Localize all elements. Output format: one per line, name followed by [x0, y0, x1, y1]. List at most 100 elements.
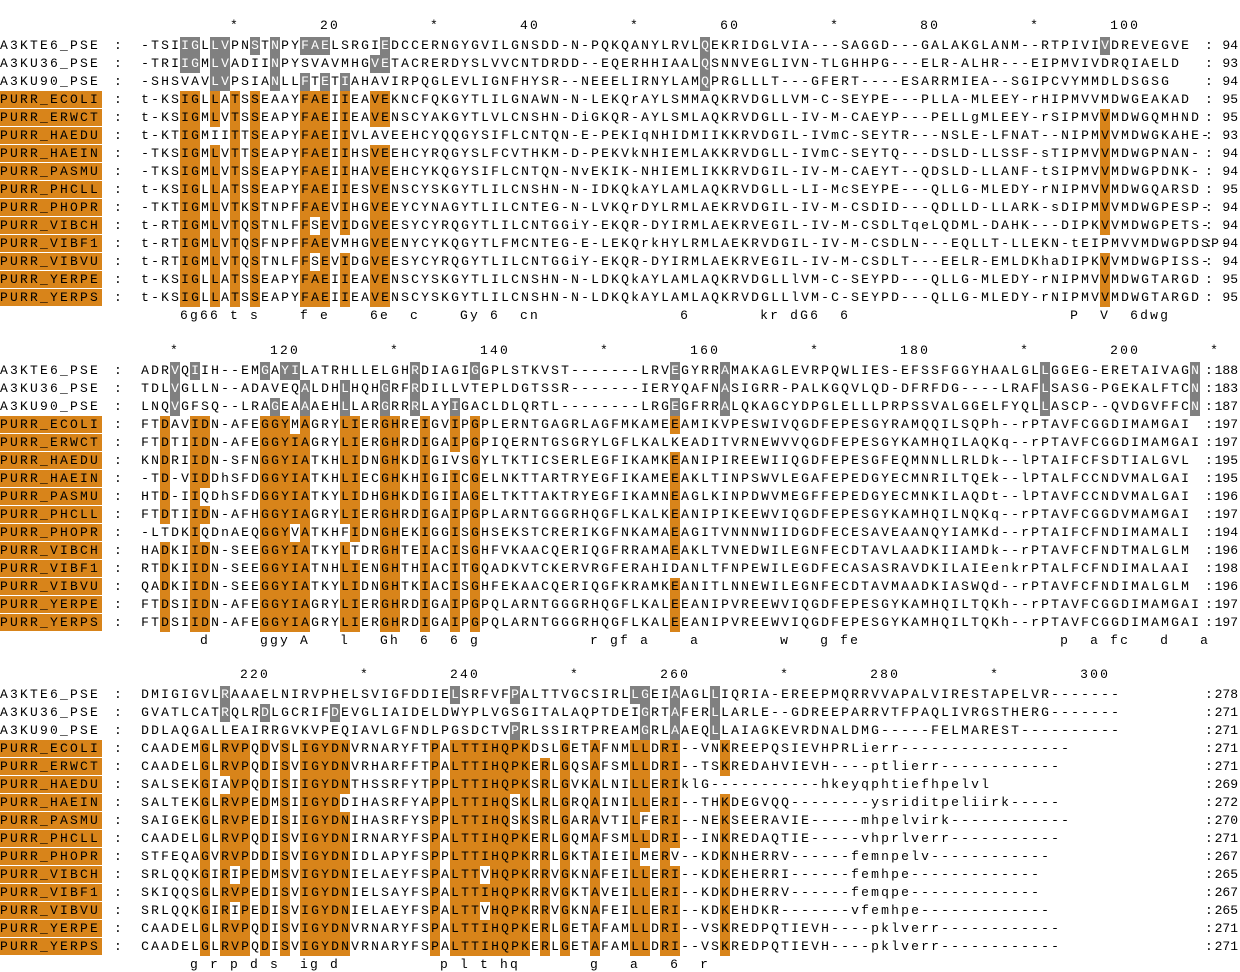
residue: N: [811, 543, 819, 558]
residue: D: [551, 38, 559, 53]
residue: N: [271, 200, 279, 215]
residue: L: [340, 596, 350, 614]
residue: M: [581, 831, 589, 846]
residue: A: [151, 741, 159, 756]
residue: E: [891, 182, 899, 197]
residue: A: [300, 560, 310, 578]
residue: A: [901, 579, 909, 594]
residue: E: [181, 921, 189, 936]
residue: A: [1141, 363, 1149, 378]
residue: Q: [551, 579, 559, 594]
residue: M: [1161, 435, 1169, 450]
residue: I: [450, 560, 460, 578]
residue: N: [251, 453, 259, 468]
residue: Q: [941, 597, 949, 612]
residue: S: [250, 181, 260, 199]
residue: -: [961, 849, 969, 864]
residue: S: [921, 399, 929, 414]
residue: D: [751, 921, 759, 936]
residue: G: [190, 37, 200, 55]
residue: A: [641, 92, 649, 107]
residue: E: [831, 74, 839, 89]
residue: R: [571, 453, 579, 468]
residue: L: [781, 272, 789, 287]
residue: E: [721, 218, 729, 233]
residue: H: [351, 164, 359, 179]
residue: F: [300, 109, 310, 127]
residue: C: [1051, 74, 1059, 89]
residue: T: [481, 236, 489, 251]
residue: I: [351, 723, 359, 738]
residue: -: [591, 254, 599, 269]
residue: K: [191, 867, 199, 882]
residue: E: [380, 235, 390, 253]
residue: T: [331, 74, 339, 89]
residue: V: [371, 687, 379, 702]
residue: P: [281, 146, 289, 161]
residue: T: [460, 848, 470, 866]
residue: D: [171, 921, 179, 936]
residue: -: [571, 128, 579, 143]
residue: N: [431, 200, 439, 215]
residue: G: [451, 92, 459, 107]
residue: N: [371, 939, 379, 954]
residue: A: [911, 525, 919, 540]
residue: S: [941, 164, 949, 179]
residue: A: [681, 56, 689, 71]
residue: R: [660, 776, 670, 794]
residue: S: [991, 705, 999, 720]
residue: L: [211, 813, 219, 828]
residue: G: [361, 200, 369, 215]
residue: G: [761, 92, 769, 107]
residue: L: [661, 110, 669, 125]
residue: -: [841, 867, 849, 882]
residue: p: [891, 849, 899, 864]
residue: r: [631, 92, 639, 107]
residue: T: [151, 561, 159, 576]
residue: Q: [441, 146, 449, 161]
residue: -: [561, 272, 569, 287]
residue: I: [331, 110, 339, 125]
residue: R: [621, 110, 629, 125]
residue: -: [1031, 759, 1039, 774]
residue: E: [320, 181, 330, 199]
residue: T: [1001, 705, 1009, 720]
residue: R: [731, 164, 739, 179]
residue: D: [451, 56, 459, 71]
residue: I: [1071, 200, 1079, 215]
position-number: 267: [1214, 885, 1238, 900]
residue: R: [371, 507, 379, 522]
residue: Y: [1021, 182, 1029, 197]
residue: V: [771, 507, 779, 522]
residue: D: [411, 687, 419, 702]
residue: I: [801, 200, 809, 215]
residue: R: [410, 398, 420, 416]
residue: G: [801, 417, 809, 432]
residue: I: [271, 813, 279, 828]
residue: G: [1151, 200, 1159, 215]
residue: K: [520, 902, 530, 920]
residue: I: [771, 453, 779, 468]
residue: Q: [611, 56, 619, 71]
residue: T: [581, 885, 589, 900]
residue: -: [811, 885, 819, 900]
residue: G: [1091, 507, 1099, 522]
residue: L: [630, 686, 640, 704]
residue: -: [1031, 272, 1039, 287]
residue: E: [391, 146, 399, 161]
residue: E: [380, 163, 390, 181]
residue: -: [141, 74, 149, 89]
residue: H: [390, 578, 400, 596]
residue: t: [141, 92, 149, 107]
sequence-name: PURR_VIBF1: [0, 884, 103, 901]
residue: E: [670, 470, 680, 488]
residue: G: [871, 453, 879, 468]
residue: E: [321, 399, 329, 414]
residue: C: [401, 38, 409, 53]
residue: T: [401, 561, 409, 576]
residue: l: [791, 272, 799, 287]
separator: :: [114, 867, 122, 882]
residue: E: [721, 254, 729, 269]
residue: E: [1021, 705, 1029, 720]
sequence-name: PURR_HAEIN: [0, 470, 103, 487]
